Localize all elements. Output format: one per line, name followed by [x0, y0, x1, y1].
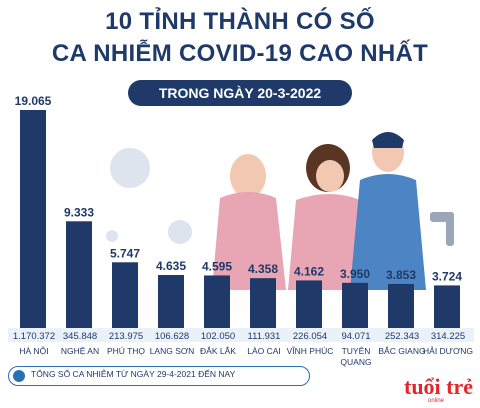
footnote-text: TỔNG SỐ CA NHIỄM TỪ NGÀY 29-4-2021 ĐẾN N…: [31, 369, 236, 379]
bar: [388, 283, 414, 328]
cumulative-label: 226.054: [293, 331, 327, 342]
virus-icon: [106, 148, 192, 244]
category-label: TUYÊN: [342, 346, 371, 356]
bar: [342, 282, 368, 328]
cumulative-label: 94.071: [341, 331, 370, 342]
category-label: QUANG: [340, 357, 371, 367]
tuoi-tre-logo: tuổi trẻ online: [404, 374, 473, 404]
cumulative-label: 106.628: [155, 331, 189, 342]
chart-subtitle: TRONG NGÀY 20-3-2022: [128, 80, 352, 106]
bar-value-label: 19.065: [15, 94, 52, 108]
cumulative-label: 314.225: [431, 331, 465, 342]
category-label: HÀ NỘI: [19, 346, 48, 356]
illustration: [106, 132, 454, 290]
bar-value-label: 3.950: [340, 267, 370, 281]
bar: [20, 110, 46, 328]
bar: [158, 275, 184, 328]
cumulative-label: 111.931: [248, 331, 281, 342]
bar: [204, 275, 230, 328]
bar-value-label: 4.635: [156, 259, 186, 273]
cumulative-label: 252.343: [385, 331, 419, 342]
bar-value-label: 5.747: [110, 246, 140, 260]
category-label: NGHỆ AN: [61, 346, 99, 356]
cumulative-label: 345.848: [63, 331, 97, 342]
category-label: BẮC GIANG: [378, 346, 425, 356]
bar: [434, 285, 460, 328]
bar: [250, 278, 276, 328]
chart-title-line1: 10 TỈNH THÀNH CÓ SỐ: [105, 8, 375, 35]
cumulative-label: 1.170.372: [13, 331, 55, 342]
category-label: LÀO CAI: [247, 346, 281, 356]
people-illustration: [212, 132, 454, 290]
bar: [296, 280, 322, 328]
bar-value-label: 4.162: [294, 264, 324, 278]
category-label: PHÚ THỌ: [107, 346, 145, 356]
bar-value-label: 4.595: [202, 259, 232, 273]
bar-value-label: 3.724: [432, 269, 462, 283]
bars-group: [8, 110, 474, 342]
logo-text: tuổi trẻ: [404, 374, 473, 399]
labels-group: 19.065 1.170.372 HÀ NỘI 9.333 345.848 NGHỆ AN…: [13, 94, 473, 367]
category-label: HẢI DƯƠNG: [423, 345, 473, 356]
cumulative-label: 213.975: [109, 331, 143, 342]
category-label: VĨNH PHÚC: [287, 346, 334, 356]
footnote: TỔNG SỐ CA NHIỄM TỪ NGÀY 29-4-2021 ĐẾN N…: [8, 366, 310, 386]
category-label: LẠNG SƠN: [150, 346, 195, 356]
bar-value-label: 9.333: [64, 205, 94, 219]
category-label: ĐẮK LẮK: [200, 346, 236, 356]
logo-subtext: online: [428, 398, 445, 404]
cumulative-label: 102.050: [201, 331, 235, 342]
bar: [66, 221, 92, 328]
bar-value-label: 4.358: [248, 262, 278, 276]
cumulative-band: [8, 328, 474, 342]
bar: [112, 262, 138, 328]
chart-title-line2: CA NHIỄM COVID-19 CAO NHẤT: [51, 40, 429, 67]
bullet-icon: [13, 370, 25, 382]
bar-value-label: 3.853: [386, 268, 416, 282]
